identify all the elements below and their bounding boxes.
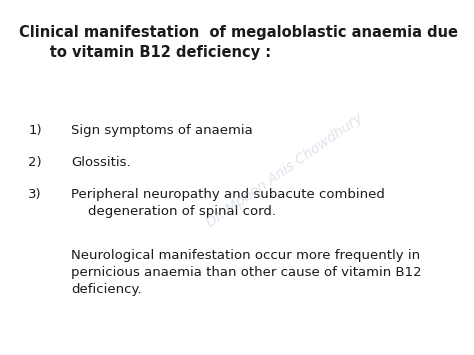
Text: Sign symptoms of anaemia: Sign symptoms of anaemia (71, 124, 253, 137)
Text: 3): 3) (28, 188, 42, 201)
Text: Glossitis.: Glossitis. (71, 156, 131, 169)
Text: Peripheral neuropathy and subacute combined
    degeneration of spinal cord.: Peripheral neuropathy and subacute combi… (71, 188, 385, 218)
Text: Dr. Mphon Anis Chowdhury: Dr. Mphon Anis Chowdhury (204, 111, 365, 230)
Text: Clinical manifestation  of megaloblastic anaemia due
      to vitamin B12 defici: Clinical manifestation of megaloblastic … (19, 25, 458, 60)
Text: 2): 2) (28, 156, 42, 169)
Text: 1): 1) (28, 124, 42, 137)
Text: Neurological manifestation occur more frequently in
pernicious anaemia than othe: Neurological manifestation occur more fr… (71, 248, 422, 296)
